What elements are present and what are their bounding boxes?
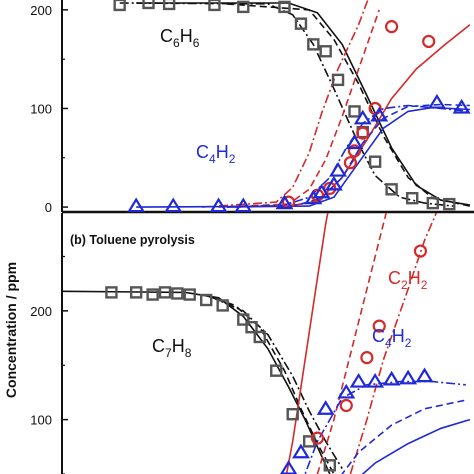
data-point-C6H6 (348, 105, 361, 118)
data-point-C4H2 (329, 161, 347, 177)
panel-b-title: (b) Toluene pyrolysis (70, 233, 195, 247)
data-point-C4H2 (349, 372, 368, 388)
y-axis-label: Concentration / ppm (3, 262, 19, 398)
data-point-C7H8 (270, 364, 283, 377)
data-point-C6H6 (113, 0, 126, 12)
data-point-C6H6 (426, 196, 439, 210)
data-point-C6H6 (162, 0, 176, 11)
data-point-C6H6 (385, 183, 398, 196)
data-point-C6H6 (208, 0, 221, 12)
data-point-C2H2 (310, 431, 325, 445)
species-label-C4H2: C4​H2​ (372, 326, 412, 350)
species-label-C7H8: C7​H8​ (152, 336, 192, 360)
model-curve-red-dashed (316, 213, 387, 474)
data-point-C7H8 (253, 330, 266, 344)
y-tick-label: 100 (30, 413, 52, 428)
data-point-C4H2 (312, 183, 331, 199)
data-point-C4H2 (345, 134, 364, 150)
data-point-C7H8 (105, 286, 118, 299)
data-point-C4H2 (366, 372, 385, 388)
data-point-C6H6 (307, 38, 320, 51)
data-point-C6H6 (237, 0, 250, 14)
data-point-C2H2 (372, 319, 386, 333)
data-point-C4H2 (427, 93, 446, 109)
data-point-C4H2 (316, 400, 335, 415)
data-point-C4H2 (337, 383, 356, 399)
data-point-C2H2 (347, 144, 362, 158)
data-point-C6H6 (278, 0, 291, 14)
data-point-C7H8 (129, 286, 143, 299)
model-curve-blue-dashed (341, 399, 466, 474)
model-curve-red-dashed (218, 9, 380, 208)
data-point-C2H2 (360, 351, 374, 365)
data-point-C4H2 (234, 197, 253, 212)
data-point-C2H2 (385, 20, 399, 34)
model-curve-black-solid (136, 2, 471, 206)
data-point-C6H6 (368, 155, 382, 168)
data-point-C4H2 (324, 175, 343, 191)
model-curve-blue-dashed (234, 103, 470, 208)
data-point-C4H2 (353, 109, 372, 125)
model-curve-red-dashdot (349, 213, 438, 474)
data-point-C4H2 (209, 197, 228, 212)
data-point-C7H8 (183, 288, 196, 301)
data-point-C2H2 (343, 156, 357, 170)
data-point-C4H2 (415, 367, 434, 383)
data-point-C6H6 (142, 0, 155, 10)
data-point-C7H8 (323, 459, 336, 472)
model-curve-red-dashdot (202, 0, 369, 208)
model-curve-black-dashdot (209, 295, 343, 470)
data-point-C4H2 (292, 443, 310, 459)
data-point-C6H6 (331, 73, 345, 87)
data-point-C4H2 (275, 194, 294, 210)
data-point-C4H2 (127, 197, 146, 212)
data-point-C4H2 (280, 459, 298, 474)
y-tick-label: 100 (30, 101, 52, 116)
plot-area (113, 0, 471, 212)
data-point-C7H8 (286, 407, 299, 421)
model-curve-red-solid (226, 24, 471, 208)
model-curve-black-dashed (226, 3, 471, 207)
data-point-C7H8 (245, 320, 258, 334)
data-point-C4H2 (382, 370, 401, 386)
model-curve-red-solid (285, 213, 329, 474)
y-tick-label: 200 (30, 3, 52, 18)
data-point-C6H6 (294, 17, 308, 30)
species-label-C4H2: C4​H2​ (196, 142, 236, 166)
species-label-C6H6: C6​H6​ (160, 26, 200, 50)
y-tick-label: 200 (30, 304, 52, 319)
data-point-C4H2 (399, 369, 418, 385)
data-point-C7H8 (158, 286, 172, 299)
panel-b: 100 200 C2​H2​ C4​H2​ C7​H8​ (30, 213, 471, 474)
species-label-C2H2: C2​H2​ (388, 268, 428, 292)
plot-area (62, 213, 471, 474)
data-point-C4H2 (452, 98, 471, 114)
data-point-C4H2 (164, 197, 183, 212)
data-point-C2H2 (422, 34, 436, 49)
data-point-C7H8 (171, 287, 184, 300)
panel-a: 0 100 200 C6​H6​ C4​H2​ (30, 0, 474, 215)
data-point-C2H2 (356, 126, 370, 140)
data-point-C6H6 (406, 191, 419, 205)
data-point-C4H2 (370, 106, 389, 122)
data-point-C2H2 (339, 398, 353, 413)
y-tick-label: 0 (45, 200, 52, 215)
data-point-C6H6 (443, 197, 456, 211)
data-point-C7H8 (216, 299, 229, 312)
data-point-C7H8 (199, 293, 213, 307)
data-point-C2H2 (413, 244, 428, 258)
data-point-C6H6 (319, 45, 332, 58)
data-point-C7H8 (146, 288, 159, 301)
data-point-C7H8 (237, 313, 250, 326)
model-curve-blue-solid (136, 106, 470, 208)
model-curve-blue-solid (361, 418, 471, 474)
